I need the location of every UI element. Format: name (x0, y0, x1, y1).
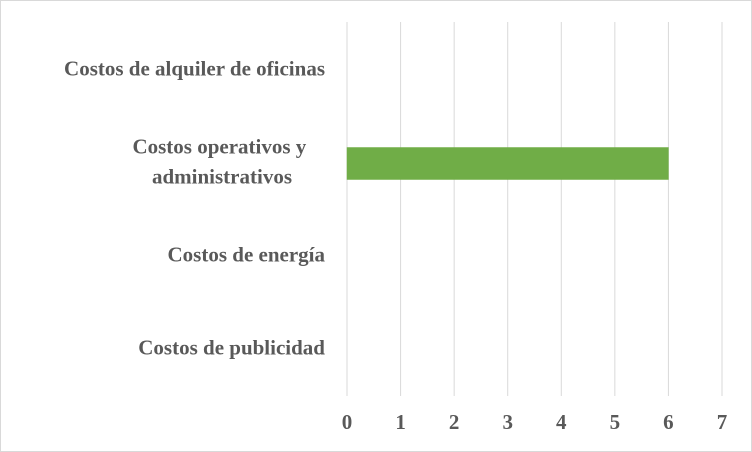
x-tick-label: 7 (717, 410, 728, 434)
x-tick-label: 0 (342, 410, 353, 434)
bar (346, 147, 669, 180)
y-tick-label: Costos de alquiler de oficinas (64, 56, 325, 80)
x-tick-label: 1 (395, 410, 406, 434)
x-tick-label: 6 (663, 410, 674, 434)
x-tick-label: 5 (610, 410, 621, 434)
x-tick-label: 4 (556, 410, 567, 434)
x-tick-label: 2 (449, 410, 460, 434)
y-tick-label: Costos operativos y administrativos (132, 134, 311, 188)
x-tick-label: 3 (502, 410, 513, 434)
y-tick-label: Costos de energía (168, 242, 326, 266)
y-tick-label: Costos de publicidad (138, 335, 325, 359)
